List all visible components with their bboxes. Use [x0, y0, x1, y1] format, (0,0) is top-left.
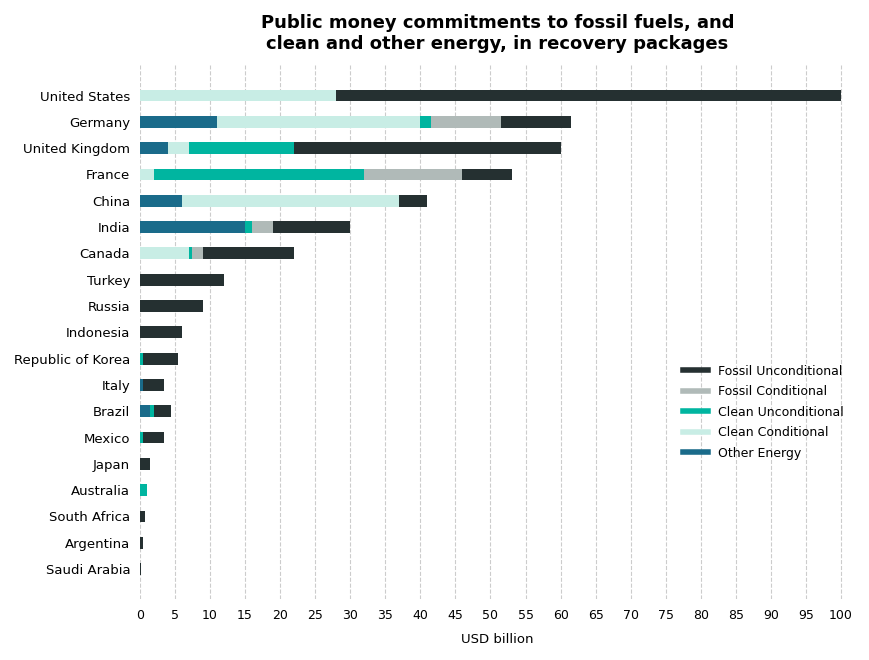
Bar [154, 168, 364, 180]
Bar [400, 195, 428, 207]
Bar [140, 143, 168, 154]
Bar [140, 537, 143, 548]
Bar [252, 221, 273, 233]
Bar [140, 327, 182, 338]
Legend: Fossil Unconditional, Fossil Conditional, Clean Unconditional, Clean Conditional: Fossil Unconditional, Fossil Conditional… [678, 360, 849, 465]
Bar [140, 511, 145, 523]
Bar [364, 168, 462, 180]
Bar [140, 484, 147, 496]
Bar [143, 432, 164, 444]
Bar [431, 116, 501, 128]
Bar [140, 248, 189, 259]
Bar [140, 432, 143, 444]
Bar [140, 379, 143, 391]
Bar [168, 143, 189, 154]
Bar [140, 116, 217, 128]
Bar [140, 352, 143, 364]
Bar [140, 458, 150, 470]
Bar [336, 90, 841, 102]
Title: Public money commitments to fossil fuels, and
clean and other energy, in recover: Public money commitments to fossil fuels… [261, 14, 734, 53]
Bar [140, 274, 224, 286]
Bar [203, 248, 294, 259]
Bar [192, 248, 203, 259]
Bar [189, 143, 294, 154]
Bar [501, 116, 571, 128]
Bar [143, 352, 178, 364]
Bar [150, 405, 154, 417]
Bar [182, 195, 400, 207]
Bar [143, 379, 164, 391]
Bar [140, 168, 154, 180]
Bar [140, 221, 245, 233]
Bar [421, 116, 431, 128]
Bar [140, 563, 141, 575]
Bar [140, 90, 336, 102]
Bar [140, 195, 182, 207]
Bar [140, 405, 150, 417]
Bar [154, 405, 171, 417]
Bar [140, 300, 203, 312]
Bar [462, 168, 512, 180]
Bar [217, 116, 421, 128]
X-axis label: USD billion: USD billion [461, 633, 534, 646]
Bar [273, 221, 350, 233]
Bar [189, 248, 192, 259]
Bar [245, 221, 252, 233]
Bar [294, 143, 561, 154]
